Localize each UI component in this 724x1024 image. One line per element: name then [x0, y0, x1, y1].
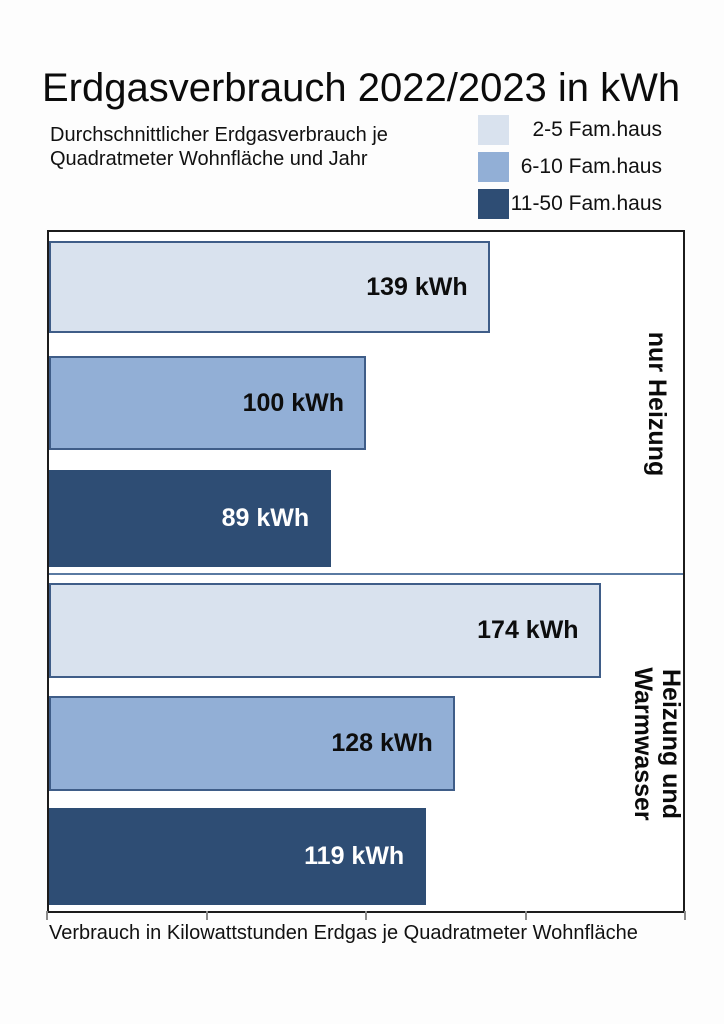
x-axis-tick-50 [205, 911, 208, 920]
x-axis-tick-150 [524, 911, 527, 920]
legend-swatch-11-50 [478, 189, 509, 219]
x-axis-tick-200 [684, 911, 686, 920]
legend: 2-5 Fam.haus 6-10 Fam.haus 11-50 Fam.hau… [478, 115, 662, 226]
group-divider [49, 573, 683, 575]
bar-value-label: 128 kWh [331, 729, 433, 757]
bar-6-10-fam-haus-group1: 100 kWh [49, 356, 366, 450]
bar-value-label: 100 kWh [242, 388, 344, 417]
bar-value-label: 174 kWh [477, 616, 579, 644]
legend-item: 6-10 Fam.haus [478, 152, 662, 182]
bar-6-10-fam-haus-group2: 128 kWh [49, 696, 455, 791]
group-label-heizung-und-warmwasser: Heizung und Warmwasser [629, 667, 685, 821]
legend-label: 11-50 Fam.haus [510, 192, 662, 215]
legend-swatch-6-10 [478, 152, 509, 182]
bar-2-5-fam-haus-group1: 139 kWh [49, 241, 490, 333]
legend-label: 6-10 Fam.haus [520, 155, 662, 178]
legend-item: 11-50 Fam.haus [478, 189, 662, 219]
chart-title: Erdgasverbrauch 2022/2023 in kWh [42, 66, 681, 110]
bar-value-label: 89 kWh [221, 504, 310, 532]
legend-item: 2-5 Fam.haus [478, 115, 662, 145]
x-axis-label: Verbrauch in Kilowattstunden Erdgas je Q… [49, 922, 638, 944]
legend-label: 2-5 Fam.haus [532, 118, 662, 141]
group-label-nur-heizung: nur Heizung [643, 331, 671, 477]
bar-2-5-fam-haus-group2: 174 kWh [49, 583, 601, 678]
bar-11-50-fam-haus-group2: 119 kWh [49, 808, 427, 905]
plot-frame: nur Heizung Heizung und Warmwasser 139 k… [47, 230, 685, 913]
x-axis-ticks [46, 911, 686, 921]
x-axis-tick-100 [365, 911, 367, 920]
chart-subtitle: Durchschnittlicher Erdgasverbrauch je Qu… [50, 124, 388, 171]
bar-value-label: 119 kWh [304, 842, 405, 870]
x-axis-tick-0 [46, 911, 48, 920]
legend-swatch-2-5 [478, 115, 509, 145]
bar-value-label: 139 kWh [366, 272, 468, 301]
plot-area: nur Heizung Heizung und Warmwasser 139 k… [49, 232, 685, 911]
bar-11-50-fam-haus-group1: 89 kWh [49, 470, 332, 567]
